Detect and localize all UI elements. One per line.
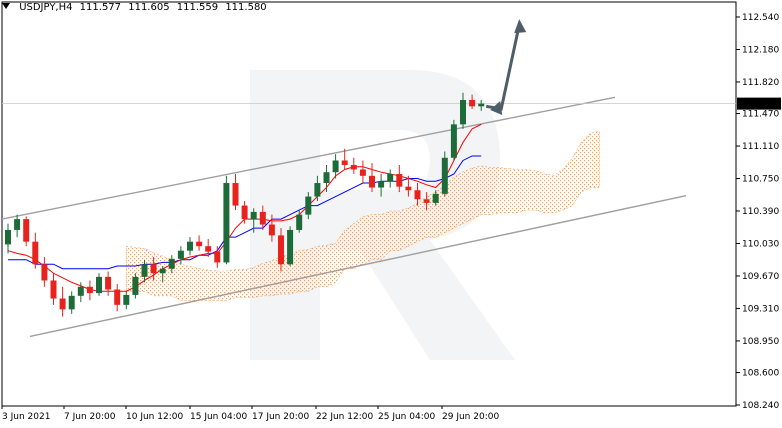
y-tick-label: 110.390 xyxy=(742,207,779,217)
candle xyxy=(141,259,148,283)
high-value: 111.605 xyxy=(128,2,170,13)
candle xyxy=(287,226,294,267)
candle xyxy=(187,237,193,256)
candle xyxy=(59,286,66,317)
y-tick-label: 111.110 xyxy=(742,142,779,152)
candle xyxy=(296,210,303,233)
close-value: 111.580 xyxy=(225,2,267,13)
candle xyxy=(314,175,321,202)
candle xyxy=(214,246,221,268)
candle xyxy=(5,223,11,254)
y-tick-label: 108.600 xyxy=(742,369,779,379)
candle xyxy=(441,151,448,197)
y-tick-label: 111.820 xyxy=(742,78,779,88)
candle xyxy=(268,214,275,242)
candle xyxy=(414,183,421,206)
candle xyxy=(460,92,466,129)
low-value: 111.559 xyxy=(176,2,219,13)
symbol-label: USDJPY,H4 xyxy=(19,2,73,13)
candle xyxy=(241,201,248,224)
candle xyxy=(205,238,212,258)
current-price-label: 111.580 xyxy=(740,100,777,110)
candle xyxy=(250,208,257,233)
y-tick-label: 108.240 xyxy=(742,401,779,411)
candle xyxy=(159,266,166,283)
candle xyxy=(405,175,412,197)
candle xyxy=(478,100,485,111)
candle xyxy=(278,228,284,272)
y-tick-label: 109.670 xyxy=(742,272,779,282)
candle xyxy=(341,148,348,170)
candle xyxy=(359,160,366,184)
ichimoku-cloud xyxy=(126,130,600,301)
y-tick-label: 112.540 xyxy=(742,13,779,23)
candle xyxy=(177,246,184,265)
forecast-arrow-head xyxy=(514,19,527,34)
candle xyxy=(86,280,93,301)
plot-frame xyxy=(1,1,737,407)
candle xyxy=(387,169,394,188)
candle xyxy=(96,273,102,296)
candle xyxy=(105,271,112,296)
y-tick-label: 109.310 xyxy=(742,304,779,314)
candle xyxy=(332,154,339,179)
x-tick-label: 17 Jun 20:00 xyxy=(252,412,309,422)
candle xyxy=(450,119,457,161)
x-tick-label: 22 Jun 12:00 xyxy=(316,412,373,422)
x-tick-label: 3 Jun 2021 xyxy=(2,412,50,422)
current-price-box xyxy=(737,97,781,110)
x-tick-label: 15 Jun 04:00 xyxy=(190,412,247,422)
candle xyxy=(432,190,439,206)
channel-lower-line xyxy=(29,194,687,338)
x-tick-label: 7 Jun 20:00 xyxy=(64,412,116,422)
candle xyxy=(14,214,21,238)
channel-upper-line xyxy=(1,96,616,220)
x-tick-label: 29 Jun 20:00 xyxy=(442,412,499,422)
candle xyxy=(423,192,430,211)
candle xyxy=(23,216,30,247)
candle xyxy=(77,282,84,303)
candle xyxy=(32,232,39,269)
open-value: 111.577 xyxy=(79,2,122,13)
candle xyxy=(323,164,330,193)
kijun-line xyxy=(8,155,482,270)
y-tick-label: 110.750 xyxy=(742,175,779,185)
x-tick-label: 25 Jun 04:00 xyxy=(378,412,435,422)
candle xyxy=(350,157,357,175)
chart-header: USDJPY,H4 111.577 111.605 111.559 111.58… xyxy=(2,2,271,13)
forecast-arrow xyxy=(485,24,521,111)
y-tick-label: 112.180 xyxy=(742,45,779,55)
dropdown-triangle-icon[interactable] xyxy=(2,3,10,9)
candle xyxy=(168,255,175,274)
candle xyxy=(469,94,476,110)
y-tick-label: 108.950 xyxy=(742,337,779,347)
candle xyxy=(123,291,130,310)
candle xyxy=(396,164,403,193)
y-tick-label: 111.470 xyxy=(742,110,779,120)
candle xyxy=(369,163,375,193)
candle xyxy=(232,174,239,211)
candle xyxy=(259,205,266,230)
candle xyxy=(68,291,75,314)
candle xyxy=(378,174,385,197)
x-tick-label: 10 Jun 12:00 xyxy=(126,412,183,422)
forecast-arrow-head-lower xyxy=(490,101,503,116)
candle xyxy=(50,273,57,305)
y-tick-label: 110.030 xyxy=(742,239,779,249)
candle xyxy=(41,257,48,287)
candle xyxy=(196,235,203,251)
candle xyxy=(132,273,139,299)
candle xyxy=(150,257,157,281)
candle xyxy=(223,175,230,265)
candle xyxy=(114,284,121,312)
candle xyxy=(305,192,312,220)
